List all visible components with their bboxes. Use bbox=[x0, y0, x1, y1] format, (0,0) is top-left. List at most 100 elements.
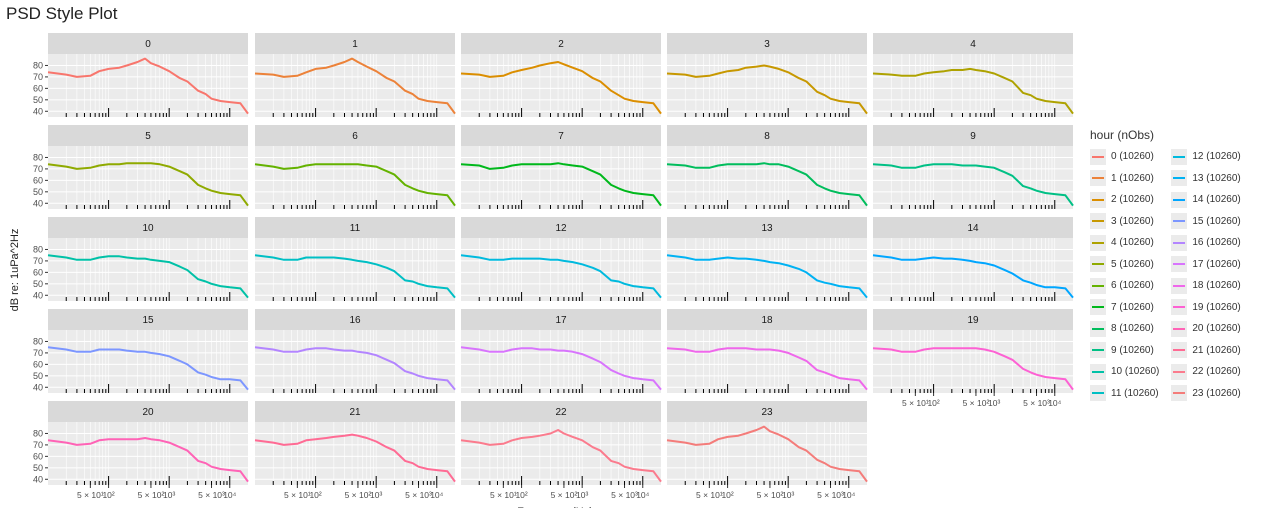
facet-strip-label: 8 bbox=[764, 131, 770, 142]
panel-background bbox=[873, 146, 1073, 209]
legend-label: 15 (10260) bbox=[1192, 215, 1241, 227]
series-line-19 bbox=[872, 347, 1074, 391]
legend-swatch bbox=[1173, 370, 1186, 373]
panel-11: 11 bbox=[254, 217, 456, 301]
x-tick-label: 5 × 10² bbox=[757, 490, 784, 500]
legend-swatch bbox=[1092, 155, 1104, 158]
panel-14: 14 bbox=[872, 217, 1074, 301]
legend-label: 13 (10260) bbox=[1192, 172, 1241, 184]
legend-swatch bbox=[1092, 306, 1104, 309]
x-tick-label: 5 × 10¹ bbox=[902, 398, 929, 408]
legend-key bbox=[1090, 256, 1106, 273]
series-line-22 bbox=[460, 429, 662, 483]
series-line-2 bbox=[460, 61, 662, 115]
panel-4: 4 bbox=[872, 33, 1074, 117]
panel-background bbox=[461, 330, 661, 393]
legend-label: 9 (10260) bbox=[1111, 344, 1154, 356]
panel-background bbox=[461, 238, 661, 301]
legend-swatch bbox=[1092, 370, 1104, 373]
facet-strip-label: 14 bbox=[967, 223, 979, 234]
facet-strip bbox=[255, 33, 455, 54]
legend-item: 10 (10260) bbox=[1090, 361, 1159, 383]
x-axis-label: Frequency (Hz) bbox=[517, 506, 593, 508]
legend-item: 12 (10260) bbox=[1171, 146, 1241, 168]
legend-swatch bbox=[1173, 392, 1186, 395]
x-tick-label: 5 × 10¹ bbox=[77, 490, 104, 500]
legend-label: 8 (10260) bbox=[1111, 323, 1154, 335]
y-tick-label: 50 bbox=[33, 187, 43, 197]
series-line-5 bbox=[47, 162, 249, 207]
legend-item: 20 (10260) bbox=[1171, 318, 1241, 340]
series-line-4 bbox=[872, 67, 1074, 115]
panel-12: 12 bbox=[460, 217, 662, 301]
y-tick-label: 70 bbox=[33, 348, 43, 358]
series-line-12 bbox=[460, 254, 662, 299]
facet-strip bbox=[48, 309, 248, 330]
legend-key bbox=[1090, 320, 1106, 337]
panel-3: 3 bbox=[666, 33, 868, 117]
panel-background bbox=[255, 54, 455, 117]
legend-title: hour (nObs) bbox=[1090, 128, 1155, 142]
legend-key bbox=[1171, 385, 1188, 402]
legend-item: 0 (10260) bbox=[1090, 146, 1159, 168]
y-tick-label: 40 bbox=[33, 198, 43, 208]
facet-strip bbox=[667, 309, 867, 330]
legend-key bbox=[1090, 148, 1106, 165]
y-tick-label: 80 bbox=[33, 152, 43, 162]
x-tick-label: 10⁴ bbox=[430, 490, 443, 500]
legend-label: 14 (10260) bbox=[1192, 194, 1241, 206]
legend-swatch bbox=[1092, 177, 1104, 180]
legend-key bbox=[1090, 191, 1106, 208]
legend-item: 23 (10260) bbox=[1171, 383, 1241, 405]
facet-strip bbox=[667, 125, 867, 146]
y-tick-label: 80 bbox=[33, 336, 43, 346]
x-tick-label: 5 × 10² bbox=[138, 490, 165, 500]
facet-strip bbox=[461, 33, 661, 54]
x-tick-label: 10² bbox=[721, 490, 733, 500]
x-tick-label: 10³ bbox=[163, 490, 175, 500]
facet-strip bbox=[255, 217, 455, 238]
facet-strip-label: 21 bbox=[349, 407, 361, 418]
panel-1: 1 bbox=[254, 33, 456, 117]
facet-strip bbox=[667, 33, 867, 54]
panel-18: 18 bbox=[666, 309, 868, 393]
y-tick-label: 60 bbox=[33, 175, 43, 185]
facet-strip-label: 19 bbox=[967, 315, 979, 326]
facet-strip bbox=[873, 125, 1073, 146]
legend-label: 10 (10260) bbox=[1111, 366, 1160, 378]
x-tick-label: 10³ bbox=[576, 490, 588, 500]
legend-swatch bbox=[1173, 327, 1186, 330]
legend-key bbox=[1090, 363, 1106, 380]
facet-strip-label: 2 bbox=[558, 39, 564, 50]
panel-13: 13 bbox=[666, 217, 868, 301]
facet-strip bbox=[461, 309, 661, 330]
legend-label: 1 (10260) bbox=[1111, 172, 1154, 184]
legend-column-1: 0 (10260) 1 (10260) 2 (10260) 3 (10260) 4 (1… bbox=[1090, 146, 1159, 404]
x-tick-label: 10³ bbox=[988, 398, 1000, 408]
x-tick-label: 5 × 10¹ bbox=[284, 490, 311, 500]
legend-label: 17 (10260) bbox=[1192, 258, 1241, 270]
facet-strip-label: 17 bbox=[555, 315, 567, 326]
legend-key bbox=[1090, 385, 1106, 402]
facet-strip-label: 13 bbox=[761, 223, 773, 234]
facet-strip bbox=[48, 217, 248, 238]
facet-strip-label: 4 bbox=[970, 39, 976, 50]
panel-17: 17 bbox=[460, 309, 662, 393]
y-tick-label: 60 bbox=[33, 451, 43, 461]
series-line-7 bbox=[460, 162, 662, 207]
facet-strip-label: 22 bbox=[555, 407, 567, 418]
legend-label: 12 (10260) bbox=[1192, 151, 1241, 163]
legend-swatch bbox=[1092, 327, 1104, 330]
y-tick-label: 70 bbox=[33, 164, 43, 174]
x-tick-label: 10⁴ bbox=[223, 490, 236, 500]
y-tick-label: 70 bbox=[33, 256, 43, 266]
legend-label: 6 (10260) bbox=[1111, 280, 1154, 292]
legend-key bbox=[1171, 342, 1188, 359]
y-tick-label: 60 bbox=[33, 359, 43, 369]
legend-swatch bbox=[1092, 284, 1104, 287]
panel-background bbox=[255, 330, 455, 393]
facet-strip-label: 1 bbox=[352, 39, 358, 50]
